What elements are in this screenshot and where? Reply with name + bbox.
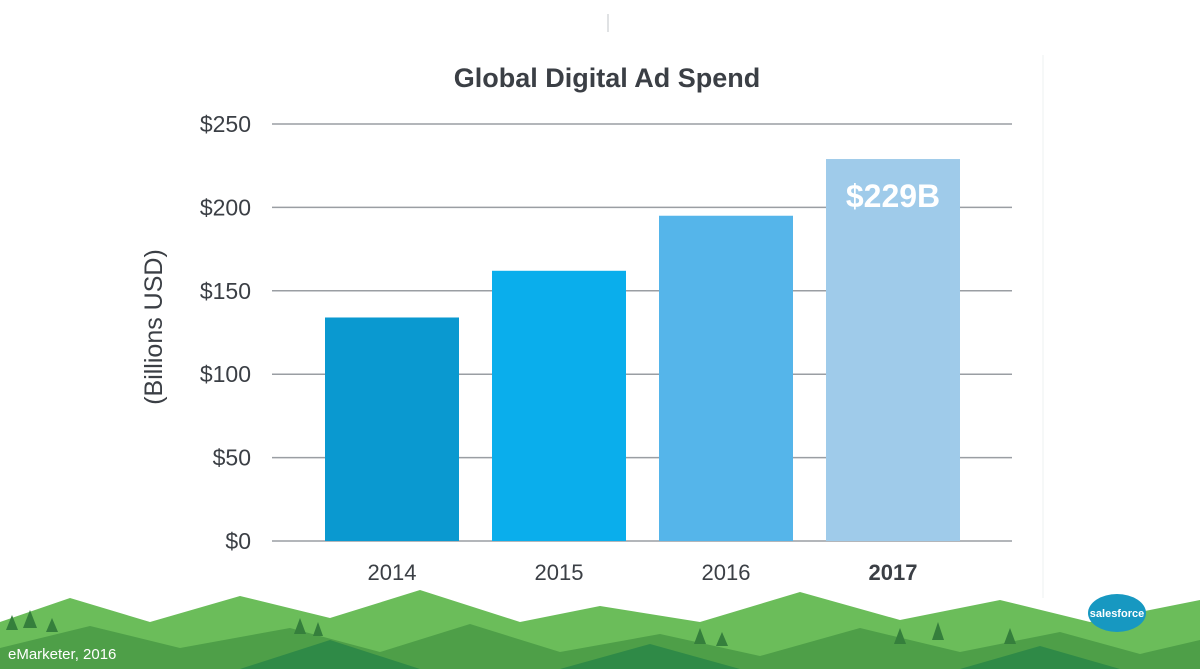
y-tick-label: $50 (213, 445, 251, 471)
y-tick-label: $200 (200, 194, 251, 220)
annotations: $229B (846, 178, 940, 214)
bar-2014 (325, 317, 459, 541)
x-tick-label: 2017 (869, 560, 918, 585)
chart-title: Global Digital Ad Spend (454, 63, 761, 93)
salesforce-logo: salesforce (1088, 594, 1146, 632)
bars (325, 159, 960, 542)
y-tick-label: $0 (225, 528, 251, 554)
x-tick-label: 2016 (702, 560, 751, 585)
bar-2016 (659, 215, 793, 542)
bar-2015 (492, 270, 626, 541)
data-label: $229B (846, 178, 940, 214)
y-tick-label: $150 (200, 278, 251, 304)
tree-icons (6, 610, 1016, 646)
bar-2017 (826, 159, 960, 541)
source-caption: eMarketer, 2016 (8, 646, 116, 663)
y-tick-label: $100 (200, 361, 251, 387)
y-tick-label: $250 (200, 111, 251, 137)
x-tick-label: 2015 (535, 560, 584, 585)
landscape-illustration (0, 590, 1200, 669)
y-axis-label: (Billions USD) (140, 249, 168, 405)
x-axis-ticks: 2014 2015 2016 2017 (368, 560, 918, 585)
y-axis-ticks: $0 $50 $100 $150 $200 $250 (200, 111, 251, 554)
x-tick-label: 2014 (368, 560, 417, 585)
brand-label: salesforce (1090, 608, 1144, 620)
